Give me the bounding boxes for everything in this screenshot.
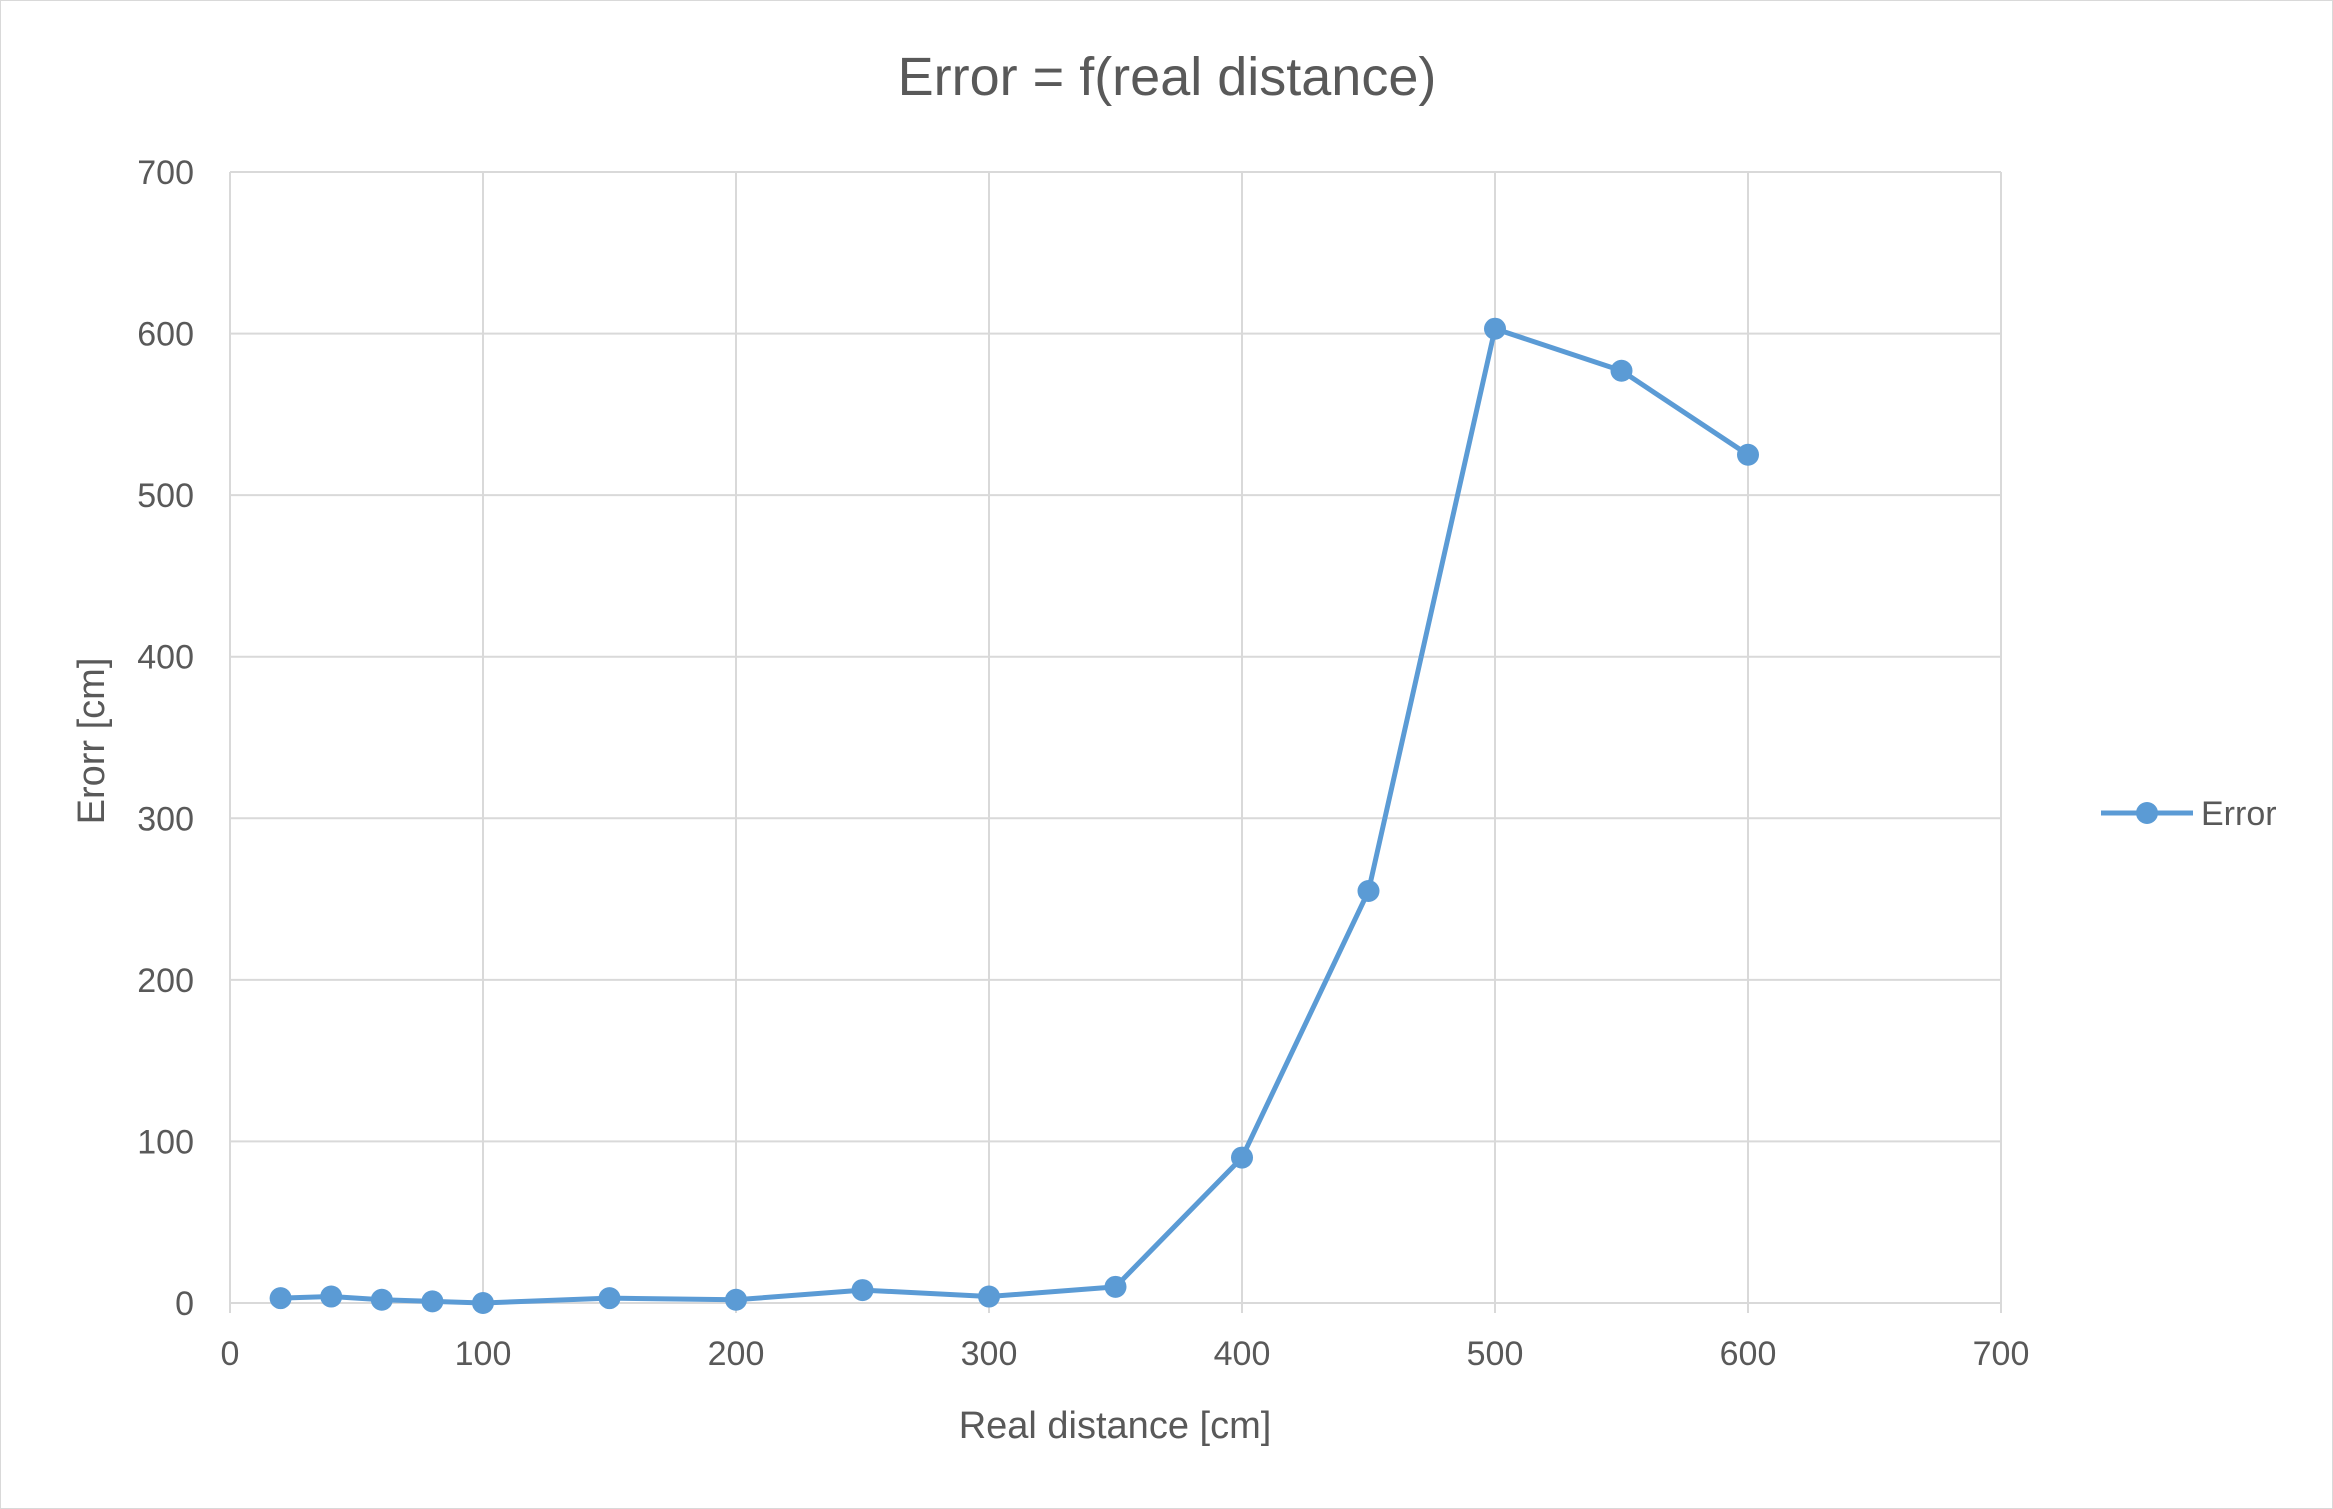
x-tick-label: 300	[961, 1335, 1018, 1373]
y-tick-label: 700	[137, 154, 194, 192]
series-layer	[269, 317, 1759, 1314]
x-tick-label: 400	[1214, 1335, 1271, 1373]
data-point	[978, 1285, 1000, 1308]
data-point	[598, 1287, 621, 1310]
x-tick-label: 500	[1467, 1335, 1524, 1373]
x-tick-label: 600	[1720, 1335, 1777, 1373]
data-point	[1737, 443, 1759, 466]
series-line-error	[280, 326, 1750, 1306]
y-tick-label: 600	[137, 316, 194, 354]
y-tick-label: 400	[137, 639, 194, 677]
legend: Error	[2101, 795, 2277, 833]
data-point	[1231, 1146, 1253, 1169]
grid-layer	[229, 171, 2002, 1313]
x-tick-label: 200	[708, 1335, 765, 1373]
y-tick-label: 100	[137, 1123, 194, 1161]
chart-title: Error = f(real distance)	[898, 47, 1437, 107]
data-point	[370, 1288, 393, 1311]
y-tick-label: 500	[137, 477, 194, 515]
data-point	[1610, 359, 1633, 382]
x-tick-labels: 0 100 200 300 400 500 600 700	[221, 1335, 2030, 1373]
data-point	[1357, 879, 1380, 902]
data-point	[472, 1292, 494, 1314]
y-tick-label: 0	[175, 1285, 194, 1323]
x-axis-title: Real distance [cm]	[959, 1405, 1272, 1447]
legend-label-error: Error	[2201, 795, 2277, 833]
data-point	[851, 1279, 874, 1302]
data-point	[1104, 1275, 1127, 1298]
data-point	[421, 1290, 444, 1313]
y-tick-labels: 0 100 200 300 400 500 600 700	[137, 154, 194, 1323]
data-point	[320, 1285, 343, 1308]
x-tick-label: 700	[1973, 1335, 2030, 1373]
data-point	[1484, 317, 1506, 340]
data-point	[725, 1288, 747, 1311]
legend-marker	[2136, 802, 2158, 824]
data-point	[269, 1287, 292, 1310]
y-tick-label: 200	[137, 962, 194, 1000]
x-tick-label: 100	[455, 1335, 512, 1373]
x-tick-label: 0	[221, 1335, 240, 1373]
y-axis-title: Erorr [cm]	[71, 658, 113, 825]
y-tick-label: 300	[137, 800, 194, 838]
